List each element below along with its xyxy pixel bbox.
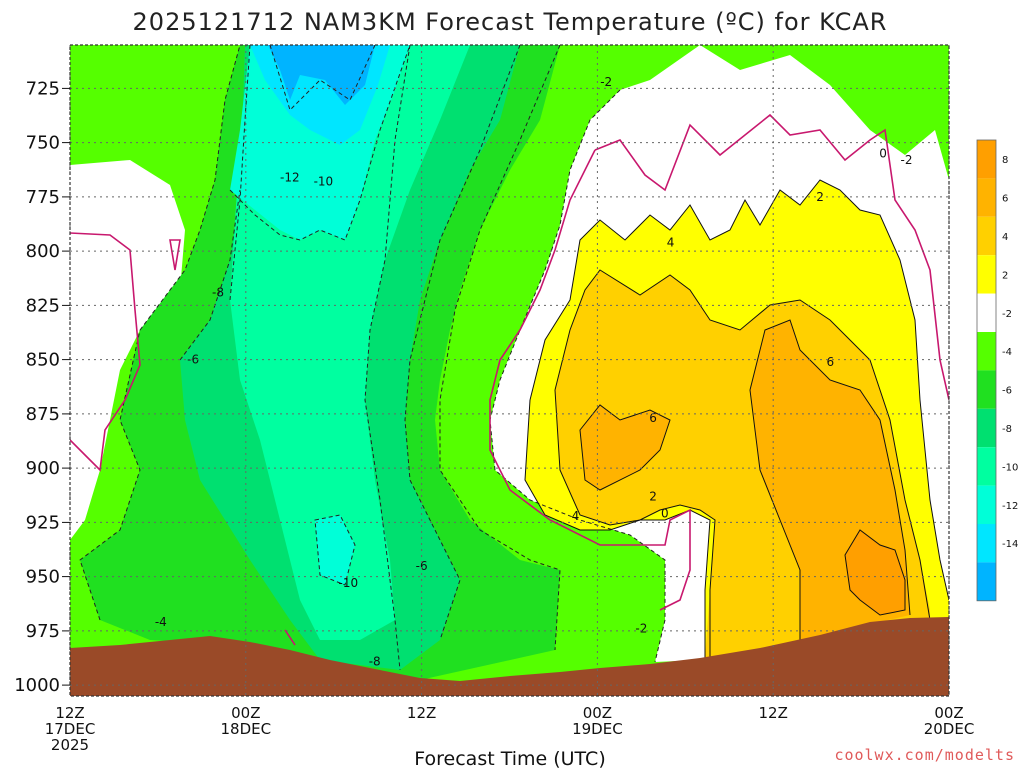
- colorbar-band: [977, 178, 996, 217]
- colorbar-tick-label: 8: [1002, 155, 1008, 166]
- band-plus-8: [845, 530, 905, 615]
- ground-terrain: [70, 617, 949, 696]
- colorbar-tick-label: -10: [1002, 462, 1018, 473]
- contour-label: 0: [879, 147, 887, 161]
- band-plus-6-small: [580, 405, 670, 490]
- contour-label: -4: [155, 615, 167, 629]
- contour-label: -10: [314, 175, 334, 189]
- contour-label: 4: [667, 236, 675, 250]
- y-tick-label: 850: [26, 350, 60, 371]
- contour-label: -12: [280, 170, 300, 184]
- y-tick-label: 875: [26, 404, 60, 425]
- y-tick-label: 900: [26, 458, 60, 479]
- colorbar-band: [977, 524, 996, 563]
- colorbar: 8 6 4 2 -2 -4 -6 -8 -10 -12 -14: [976, 139, 1018, 602]
- colorbar-tick-label: -8: [1002, 424, 1012, 435]
- x-axis-label: Forecast Time (UTC): [414, 748, 605, 768]
- x-tick-label: 18DEC: [221, 720, 272, 738]
- x-tick-label: 12Z: [407, 704, 436, 722]
- colorbar-tick-label: 4: [1002, 232, 1008, 243]
- x-tick-label: 20DEC: [924, 720, 975, 738]
- y-tick-label: 725: [26, 78, 60, 99]
- contour-label: -10: [338, 576, 358, 590]
- colorbar-band: [977, 293, 996, 332]
- colorbar-tick-label: 2: [1002, 270, 1008, 281]
- x-tick-label: 12Z: [55, 704, 84, 722]
- colorbar-frame: [976, 139, 997, 602]
- colorbar-band: [977, 447, 996, 486]
- y-tick-label: 750: [26, 133, 60, 154]
- zero-contours: [70, 113, 949, 646]
- colorbar-band: [977, 255, 996, 294]
- x-tick-label: 00Z: [231, 704, 260, 722]
- colorbar-band: [977, 370, 996, 409]
- contour-label: -2: [600, 75, 612, 89]
- band-minus-16: [268, 45, 375, 105]
- x-tick-label: 2025: [51, 736, 89, 754]
- credit-text: coolwx.com/modelts: [834, 746, 1015, 764]
- y-tick-label: 825: [26, 295, 60, 316]
- band-minus-12-small: [315, 515, 355, 585]
- band-minus-4-corner: [900, 45, 949, 120]
- x-tick-label: 12Z: [759, 704, 788, 722]
- y-axis: 725 750 775 800 825 850 875 900 925 950 975 1000: [14, 78, 70, 696]
- band-zero-left: [70, 160, 185, 540]
- contour-label: 0: [661, 507, 669, 521]
- colorbar-band: [977, 408, 996, 448]
- y-tick-label: 975: [26, 621, 60, 642]
- y-tick-label: 1000: [14, 675, 60, 696]
- colorbar-tick-label: -2: [1002, 309, 1012, 320]
- x-tick-label: 19DEC: [572, 720, 623, 738]
- contour-label: 4: [572, 509, 580, 523]
- colorbar-band: [977, 562, 996, 601]
- contour-label: 6: [826, 355, 834, 369]
- colorbar-band: [977, 140, 996, 179]
- y-tick-label: 775: [26, 187, 60, 208]
- contour-label: -2: [901, 153, 913, 167]
- y-tick-label: 925: [26, 512, 60, 533]
- contour-label: -8: [212, 285, 224, 299]
- colorbar-tick-label: -6: [1002, 386, 1012, 397]
- colorbar-tick-label: 6: [1002, 194, 1008, 205]
- colorbar-band: [977, 332, 996, 371]
- x-tick-label: 17DEC: [45, 720, 96, 738]
- x-tick-label: 00Z: [583, 704, 612, 722]
- contour-label: -6: [187, 353, 199, 367]
- colorbar-tick-label: -4: [1002, 347, 1012, 358]
- contour-label: 6: [649, 411, 657, 425]
- contour-label: -6: [416, 559, 428, 573]
- contour-label: -8: [369, 654, 381, 668]
- grid-lines: [69, 45, 950, 696]
- contour-label: 2: [649, 489, 657, 503]
- y-tick-label: 950: [26, 567, 60, 588]
- colorbar-tick-label: -14: [1002, 539, 1018, 550]
- y-tick-label: 800: [26, 241, 60, 262]
- chart-title: 2025121712 NAM3KM Forecast Temperature (…: [133, 8, 888, 36]
- colorbar-tick-label: -12: [1002, 501, 1018, 512]
- colorbar-band: [977, 216, 996, 256]
- colorbar-band: [977, 485, 996, 524]
- contour-label: -2: [635, 622, 647, 636]
- x-tick-label: 00Z: [934, 704, 963, 722]
